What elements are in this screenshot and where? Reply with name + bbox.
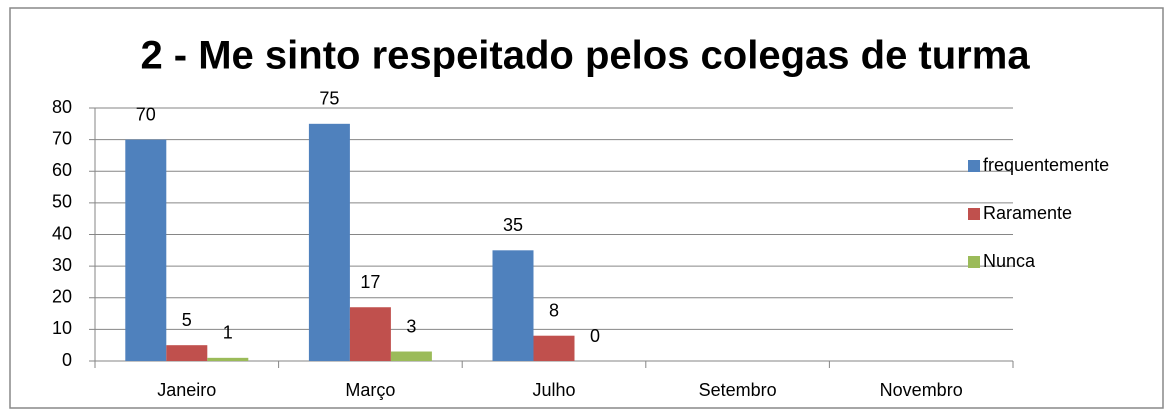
y-tick-label: 10: [52, 318, 72, 338]
legend-swatch: [968, 160, 980, 172]
x-tick-label: Março: [345, 380, 395, 400]
bar: [308, 123, 350, 361]
x-tick-label: Setembro: [699, 380, 777, 400]
y-tick-label: 80: [52, 97, 72, 117]
legend-swatch: [968, 256, 980, 268]
y-tick-label: 50: [52, 192, 72, 212]
y-tick-label: 0: [62, 350, 72, 370]
legend-label: Nunca: [983, 251, 1036, 271]
bar: [349, 307, 391, 361]
bar: [533, 335, 575, 361]
data-label: 8: [549, 300, 559, 320]
y-tick-label: 60: [52, 160, 72, 180]
data-label: 70: [136, 104, 156, 124]
bar: [492, 250, 534, 361]
legend-label: Raramente: [983, 203, 1072, 223]
y-tick-label: 30: [52, 255, 72, 275]
y-tick-label: 70: [52, 128, 72, 148]
bar: [125, 139, 167, 361]
bar: [390, 351, 432, 361]
y-tick-label: 20: [52, 287, 72, 307]
data-label: 75: [319, 89, 339, 109]
legend-swatch: [968, 208, 980, 220]
bar: [166, 345, 208, 361]
y-tick-label: 40: [52, 223, 72, 243]
x-tick-label: Novembro: [880, 380, 963, 400]
data-label: 35: [503, 215, 523, 235]
legend-label: frequentemente: [983, 155, 1109, 175]
x-tick-label: Julho: [532, 380, 575, 400]
data-label: 17: [360, 272, 380, 292]
data-label: 0: [590, 326, 600, 346]
data-label: 1: [223, 323, 233, 343]
data-label: 5: [182, 310, 192, 330]
bar: [207, 357, 249, 361]
data-label: 3: [406, 316, 416, 336]
x-tick-label: Janeiro: [157, 380, 216, 400]
chart-title: 2 - Me sinto respeitado pelos colegas de…: [140, 34, 1030, 78]
